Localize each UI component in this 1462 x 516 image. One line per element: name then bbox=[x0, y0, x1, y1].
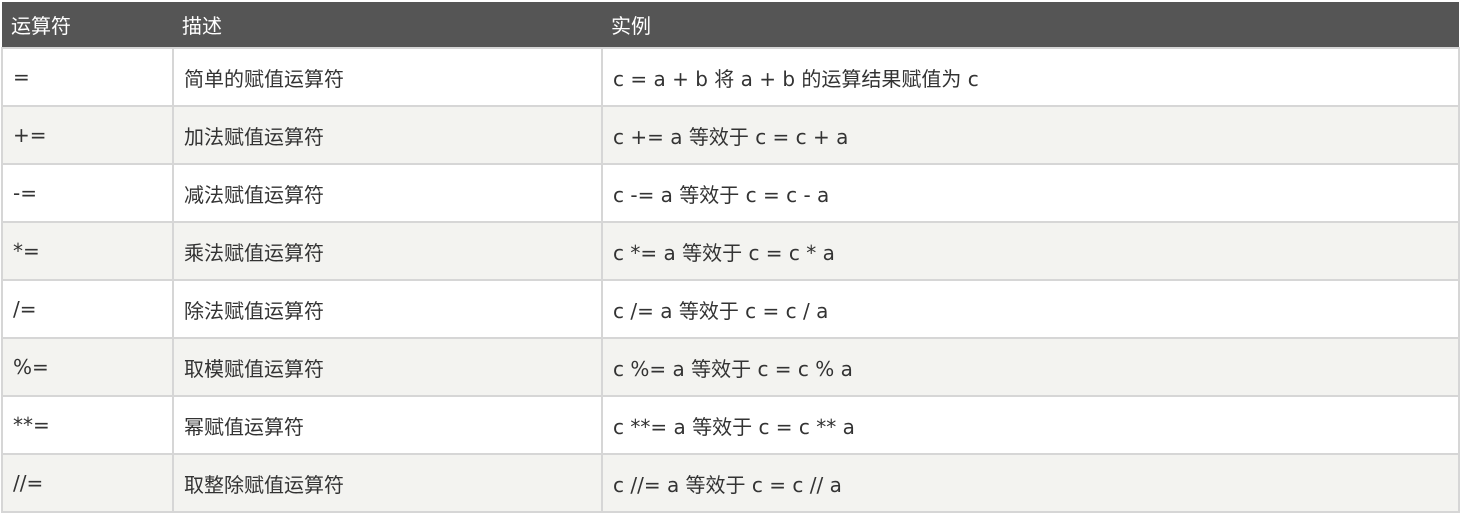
description-cell: 除法赋值运算符 bbox=[172, 279, 603, 339]
header-example: 实例 bbox=[602, 2, 1459, 48]
operator-cell: -= bbox=[1, 163, 174, 223]
description-cell: 幂赋值运算符 bbox=[172, 395, 603, 455]
operator-cell: /= bbox=[1, 279, 174, 339]
description-cell: 加法赋值运算符 bbox=[172, 105, 603, 165]
operator-cell: %= bbox=[1, 337, 174, 397]
example-cell: c -= a 等效于 c = c - a bbox=[601, 163, 1460, 223]
header-row: 运算符 描述 实例 bbox=[2, 2, 1459, 48]
table-row: /= 除法赋值运算符 c /= a 等效于 c = c / a bbox=[1, 279, 1460, 339]
table-row: = 简单的赋值运算符 c = a + b 将 a + b 的运算结果赋值为 c bbox=[1, 47, 1460, 107]
table-row: -= 减法赋值运算符 c -= a 等效于 c = c - a bbox=[1, 163, 1460, 223]
example-cell: c /= a 等效于 c = c / a bbox=[601, 279, 1460, 339]
table-row: *= 乘法赋值运算符 c *= a 等效于 c = c * a bbox=[1, 221, 1460, 281]
operator-cell: //= bbox=[1, 453, 174, 513]
description-cell: 取模赋值运算符 bbox=[172, 337, 603, 397]
table-row: **= 幂赋值运算符 c **= a 等效于 c = c ** a bbox=[1, 395, 1460, 455]
description-cell: 简单的赋值运算符 bbox=[172, 47, 603, 107]
example-cell: c += a 等效于 c = c + a bbox=[601, 105, 1460, 165]
header-operator: 运算符 bbox=[2, 2, 173, 48]
example-cell: c *= a 等效于 c = c * a bbox=[601, 221, 1460, 281]
operator-cell: **= bbox=[1, 395, 174, 455]
example-cell: c = a + b 将 a + b 的运算结果赋值为 c bbox=[601, 47, 1460, 107]
table-row: += 加法赋值运算符 c += a 等效于 c = c + a bbox=[1, 105, 1460, 165]
table-row: %= 取模赋值运算符 c %= a 等效于 c = c % a bbox=[1, 337, 1460, 397]
example-cell: c **= a 等效于 c = c ** a bbox=[601, 395, 1460, 455]
header-description: 描述 bbox=[173, 2, 602, 48]
operator-cell: *= bbox=[1, 221, 174, 281]
operator-cell: = bbox=[1, 47, 174, 107]
description-cell: 乘法赋值运算符 bbox=[172, 221, 603, 281]
description-cell: 减法赋值运算符 bbox=[172, 163, 603, 223]
table-row: //= 取整除赋值运算符 c //= a 等效于 c = c // a bbox=[1, 453, 1460, 513]
description-cell: 取整除赋值运算符 bbox=[172, 453, 603, 513]
operator-cell: += bbox=[1, 105, 174, 165]
example-cell: c //= a 等效于 c = c // a bbox=[601, 453, 1460, 513]
example-cell: c %= a 等效于 c = c % a bbox=[601, 337, 1460, 397]
